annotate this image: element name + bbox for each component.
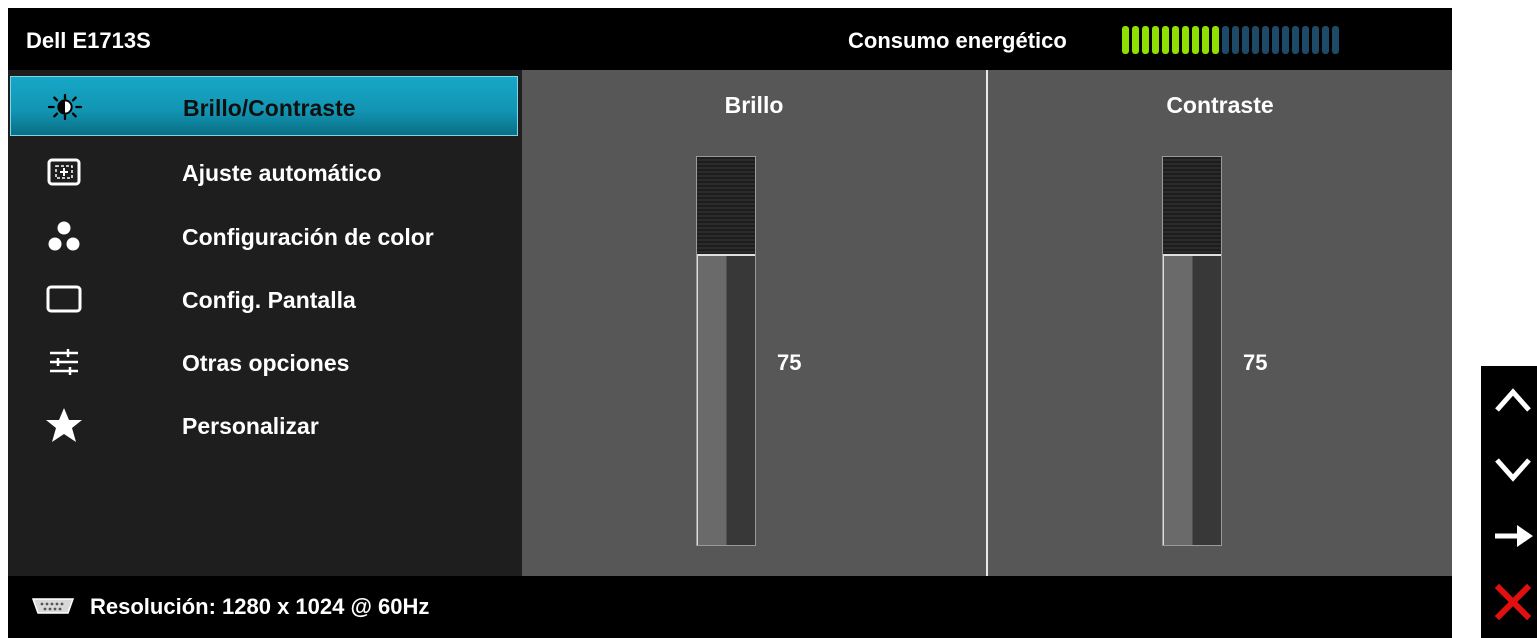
menu-item-personalize[interactable]: Personalizar [10,395,518,455]
enter-button[interactable] [1493,516,1533,556]
monitor-osd: Dell E1713S Consumo energético Brillo/Co… [8,8,1452,638]
energy-segment [1332,26,1339,54]
menu-item-color-settings[interactable]: Configuración de color [10,206,518,266]
menu-item-display-settings[interactable]: Config. Pantalla [10,269,518,329]
brightness-title: Brillo [724,92,784,118]
resolution-text: Resolución: 1280 x 1024 @ 60Hz [90,594,430,619]
up-button[interactable] [1493,380,1533,420]
energy-label: Consumo energético [848,28,1067,53]
energy-segment [1132,26,1139,54]
model-name: Dell E1713S [26,28,151,53]
osd-buttons [1481,366,1537,638]
sliders-icon [44,342,84,382]
energy-segment [1122,26,1129,54]
energy-segment [1152,26,1159,54]
energy-segment [1272,26,1279,54]
menu-item-auto-adjust[interactable]: Ajuste automático [10,142,518,202]
auto-adjust-icon [44,152,84,192]
energy-meter [1122,26,1339,54]
vga-connector-icon [30,597,76,620]
energy-segment [1252,26,1259,54]
osd-footer: Resolución: 1280 x 1024 @ 60Hz [8,576,1452,638]
brightness-value: 75 [777,350,802,375]
energy-segment [1312,26,1319,54]
energy-segment [1242,26,1249,54]
brightness-slider[interactable] [696,156,756,546]
energy-segment [1202,26,1209,54]
main-menu: Brillo/Contraste Ajuste automático [8,70,522,576]
energy-segment [1162,26,1169,54]
exit-button[interactable] [1493,582,1533,622]
contrast-title: Contraste [1166,92,1274,118]
energy-segment [1212,26,1219,54]
energy-segment [1322,26,1329,54]
menu-item-label: Config. Pantalla [182,287,356,313]
osd-header: Dell E1713S Consumo energético [8,8,1452,70]
chevron-up-icon [1495,388,1531,412]
energy-segment [1192,26,1199,54]
color-dots-icon [44,216,84,256]
star-icon [44,405,84,445]
energy-segment [1292,26,1299,54]
slider-fill [1163,254,1221,545]
energy-segment [1262,26,1269,54]
contrast-pane: Contraste 75 [988,70,1452,576]
menu-item-other-settings[interactable]: Otras opciones [10,332,518,392]
energy-segment [1172,26,1179,54]
chevron-down-icon [1495,458,1531,482]
contrast-slider[interactable] [1162,156,1222,546]
slider-fill [697,254,755,545]
menu-item-label: Personalizar [182,413,319,439]
brightness-pane: Brillo 75 [522,70,986,576]
menu-item-label: Otras opciones [182,350,350,376]
energy-segment [1222,26,1229,54]
menu-item-brightness-contrast[interactable]: Brillo/Contraste [10,76,518,136]
energy-segment [1282,26,1289,54]
menu-item-label: Ajuste automático [182,160,382,186]
energy-segment [1302,26,1309,54]
arrow-right-icon [1495,525,1533,547]
contrast-value: 75 [1243,350,1268,375]
brightness-icon [45,87,85,127]
display-rect-icon [44,279,84,319]
energy-segment [1182,26,1189,54]
energy-segment [1232,26,1239,54]
menu-item-label: Configuración de color [182,224,434,250]
menu-item-label: Brillo/Contraste [183,95,356,121]
energy-segment [1142,26,1149,54]
pane-divider [986,70,988,576]
close-icon [1494,583,1532,621]
settings-content: Brillo 75 Contraste 75 [522,70,1452,576]
down-button[interactable] [1493,450,1533,490]
